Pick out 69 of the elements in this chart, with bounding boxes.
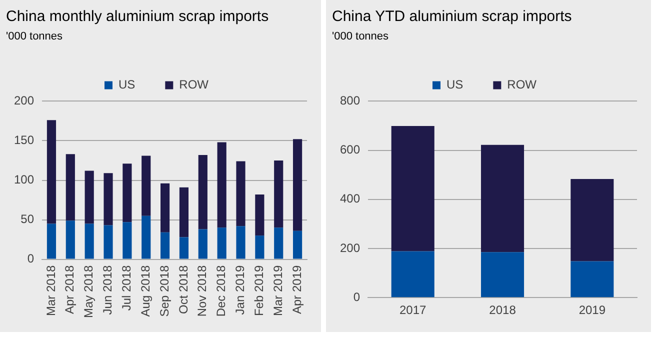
bar: [179, 237, 189, 259]
bar: [236, 226, 246, 259]
bar: [217, 228, 226, 259]
legend-label: US: [446, 78, 464, 92]
legend-label: US: [118, 78, 136, 92]
bar: [122, 222, 132, 259]
bar: [104, 225, 113, 259]
y-tick-label: 800: [340, 94, 360, 108]
bar: [292, 230, 302, 259]
y-tick-label: 200: [14, 94, 34, 108]
x-tick-label: May 2018: [82, 264, 96, 318]
chart-subtitle: '000 tonnes: [6, 30, 64, 43]
chart-subtitle: '000 tonnes: [332, 30, 390, 43]
bar: [255, 236, 264, 259]
bar: [480, 144, 524, 252]
x-tick-label: Oct 2018: [176, 264, 190, 314]
bar: [104, 173, 113, 226]
bar: [160, 183, 170, 232]
x-tick-label: Mar 2018: [44, 264, 58, 316]
x-tick-label: 2018: [489, 303, 516, 318]
bar: [292, 139, 302, 231]
y-tick-label: 200: [340, 240, 360, 255]
bar: [179, 187, 189, 238]
bar: [160, 232, 170, 259]
y-tick-label: 50: [20, 212, 34, 226]
x-tick-label: Nov 2018: [195, 264, 210, 317]
y-tick-label: 600: [340, 142, 360, 157]
x-tick-label: Jun 2018: [100, 264, 115, 315]
y-tick-label: 0: [353, 290, 360, 304]
bar: [142, 216, 151, 259]
chart-title: China YTD aluminium scrap imports: [332, 8, 572, 26]
bar: [142, 156, 151, 216]
x-tick-label: Aug 2018: [138, 264, 152, 317]
bar: [217, 142, 226, 228]
x-tick-label: Mar 2019: [270, 264, 285, 316]
bar: [255, 194, 264, 236]
y-tick-label: 400: [340, 192, 360, 206]
bar: [274, 160, 284, 228]
x-tick-label: Apr 2018: [62, 264, 77, 314]
x-tick-label: 2019: [578, 303, 606, 318]
x-tick-label: Feb 2019: [252, 264, 266, 316]
y-tick-label: 100: [14, 172, 34, 187]
bar: [46, 224, 56, 259]
x-tick-label: Apr 2019: [290, 264, 304, 314]
bar: [84, 224, 94, 259]
bar: [391, 251, 434, 298]
x-tick-label: Sep 2018: [157, 264, 172, 317]
x-tick-label: Jul 2018: [120, 264, 134, 311]
bar: [84, 170, 94, 224]
bar: [122, 164, 132, 222]
y-tick-label: 0: [27, 252, 34, 266]
chart-title: China monthly aluminium scrap imports: [6, 8, 269, 26]
bar: [66, 220, 75, 259]
bar: [198, 154, 208, 230]
bar: [66, 154, 75, 221]
bar: [198, 229, 208, 259]
y-tick-label: 150: [14, 133, 34, 148]
bar: [391, 126, 434, 252]
bar: [274, 228, 284, 259]
x-tick-label: Dec 2018: [214, 264, 228, 317]
bar: [46, 120, 56, 224]
bar: [480, 252, 524, 298]
legend-label: ROW: [507, 78, 538, 92]
legend-label: ROW: [179, 78, 210, 92]
bar: [570, 179, 614, 262]
x-tick-label: Jan 2019: [233, 264, 248, 315]
bar: [570, 261, 614, 298]
bar: [236, 161, 246, 226]
x-tick-label: 2017: [400, 303, 427, 318]
